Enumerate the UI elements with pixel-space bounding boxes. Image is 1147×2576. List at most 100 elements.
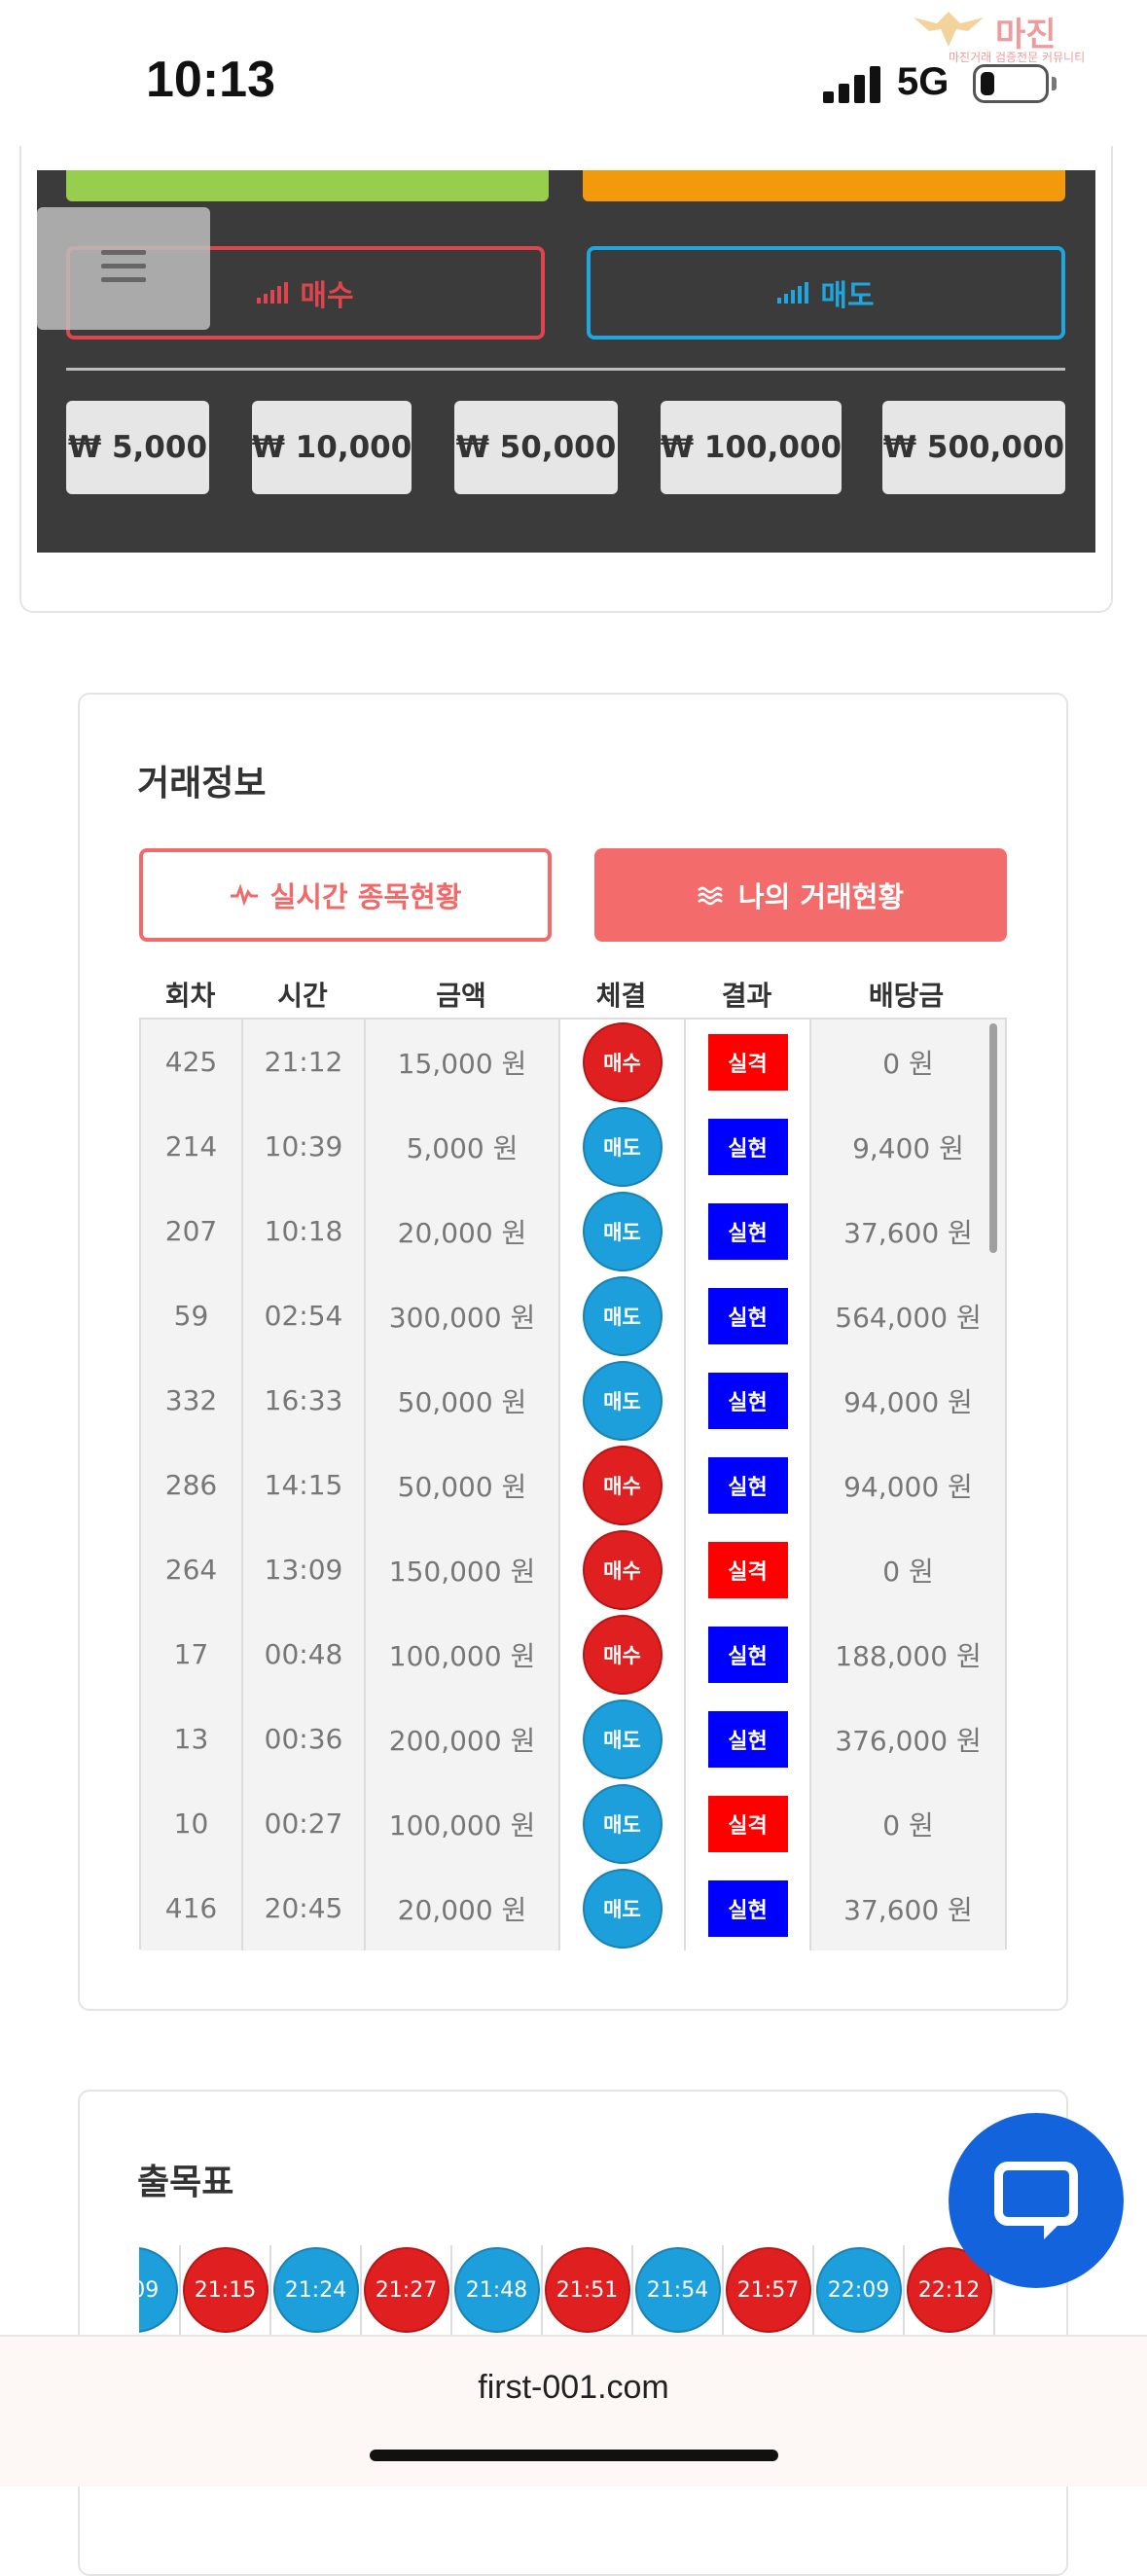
cell-amount: 15,000 원 [366,1020,560,1104]
cell-round: 286 [141,1443,243,1527]
cell-round: 416 [141,1866,243,1950]
board-result-dot: 21:15 [182,2247,269,2333]
cell-amount: 20,000 원 [366,1189,560,1273]
watermark-logo: 마진 마진거래 검증전문 커뮤니티 [910,8,1138,64]
cell-payout: 0 원 [811,1527,1005,1612]
hamburger-menu-icon[interactable] [37,207,210,330]
battery-tip [1052,77,1057,90]
cell-amount: 5,000 원 [366,1104,560,1189]
board-result-dot: 21:27 [363,2247,449,2333]
result-badge: 실현 [707,1710,788,1768]
trade-info-title: 거래정보 [137,764,267,804]
green-action-bar[interactable] [66,170,549,201]
cell-round: 17 [141,1612,243,1697]
watermark-subtitle: 마진거래 검증전문 커뮤니티 [949,51,1086,64]
side-badge: 매도 [582,1868,663,1949]
trade-table-header: 회차 시간 금액 체결 결과 배당금 [139,971,1007,1018]
cell-side: 매수 [560,1612,686,1697]
cell-time: 21:12 [243,1020,366,1104]
pulse-icon [230,884,258,906]
result-badge: 실격 [707,1541,788,1598]
cellular-signal-icon [823,64,883,103]
cell-result: 실현 [686,1189,811,1273]
table-row: 13 00:36 200,000 원 매도 실현 376,000 원 [141,1697,1005,1781]
side-badge: 매도 [582,1783,663,1864]
result-badge: 실현 [707,1879,788,1937]
board-result-dot: 21:24 [272,2247,359,2333]
trade-table[interactable]: 425 21:12 15,000 원 매수 실격 0 원 214 10:39 5,000 원 매도… [139,1018,1007,1950]
cell-payout: 9,400 원 [811,1104,1005,1189]
cell-side: 매수 [560,1443,686,1527]
tab-live-status[interactable]: 실시간 종목현황 [139,848,552,942]
cell-time: 02:54 [243,1273,366,1358]
amount-chip-100000[interactable]: ₩ 100,000 [661,401,842,494]
browser-url-bar[interactable] [0,2335,1147,2487]
col-round: 회차 [164,980,216,1012]
side-badge: 매수 [582,1614,663,1695]
results-board-strip[interactable]: 1:0921:1521:2421:2721:4821:5121:5421:572… [139,2245,1007,2335]
cell-round: 10 [141,1781,243,1866]
amount-chip-500000[interactable]: ₩ 500,000 [882,401,1065,494]
home-indicator[interactable] [370,2450,778,2461]
cell-result: 실현 [686,1358,811,1443]
side-badge: 매도 [582,1699,663,1779]
board-cell: 21:27 [362,2245,452,2335]
tab-my-trades[interactable]: 나의 거래현황 [594,848,1007,942]
cell-payout: 94,000 원 [811,1443,1005,1527]
table-row: 207 10:18 20,000 원 매도 실현 37,600 원 [141,1189,1005,1273]
cell-result: 실현 [686,1697,811,1781]
table-scrollbar[interactable] [989,1023,997,1253]
tab-mine-label: 나의 거래현황 [737,880,905,913]
cell-payout: 0 원 [811,1781,1005,1866]
board-result-dot: 21:54 [634,2247,721,2333]
cell-result: 실격 [686,1020,811,1104]
side-badge: 매수 [582,1021,663,1102]
table-row: 10 00:27 100,000 원 매도 실격 0 원 [141,1781,1005,1866]
cell-amount: 100,000 원 [366,1612,560,1697]
cell-amount: 100,000 원 [366,1781,560,1866]
side-badge: 매수 [582,1529,663,1610]
url-text[interactable]: first-001.com [478,2369,669,2406]
board-cell: 21:57 [724,2245,814,2335]
amount-chip-5000[interactable]: ₩ 5,000 [66,401,209,494]
cell-result: 실격 [686,1527,811,1612]
board-cell: 21:51 [543,2245,633,2335]
result-badge: 실현 [707,1456,788,1514]
cell-amount: 200,000 원 [366,1697,560,1781]
watermark-title: 마진 [995,16,1057,54]
amount-chip-10000[interactable]: ₩ 10,000 [252,401,412,494]
status-time: 10:13 [146,52,275,108]
table-row: 416 20:45 20,000 원 매도 실현 37,600 원 [141,1866,1005,1950]
cell-result: 실현 [686,1104,811,1189]
col-amount: 금액 [436,980,486,1012]
panel-divider [66,368,1065,371]
sell-label: 매도 [820,279,875,313]
table-row: 425 21:12 15,000 원 매수 실격 0 원 [141,1020,1005,1104]
col-result: 결과 [721,980,772,1012]
sell-button[interactable]: 매도 [587,246,1065,340]
cell-side: 매도 [560,1104,686,1189]
side-badge: 매수 [582,1445,663,1525]
cell-amount: 150,000 원 [366,1527,560,1612]
board-result-dot: 21:51 [544,2247,630,2333]
board-result-dot: 22:09 [815,2247,902,2333]
cell-round: 332 [141,1358,243,1443]
side-badge: 매도 [582,1191,663,1271]
result-badge: 실현 [707,1372,788,1429]
cell-amount: 50,000 원 [366,1443,560,1527]
board-result-dot: 21:57 [725,2247,811,2333]
table-row: 17 00:48 100,000 원 매수 실현 188,000 원 [141,1612,1005,1697]
cell-round: 214 [141,1104,243,1189]
board-cell: 21:24 [271,2245,362,2335]
board-result-dot: 21:48 [453,2247,540,2333]
cell-result: 실격 [686,1781,811,1866]
result-badge: 실격 [707,1795,788,1852]
chat-button[interactable] [949,2113,1124,2288]
result-badge: 실현 [707,1118,788,1175]
orange-action-bar[interactable] [583,170,1065,201]
side-badge: 매도 [582,1275,663,1356]
cell-side: 매도 [560,1273,686,1358]
status-bar: 10:13 5G 마진 마진거래 검증전문 커뮤니티 [0,0,1147,170]
cell-round: 207 [141,1189,243,1273]
amount-chip-50000[interactable]: ₩ 50,000 [454,401,618,494]
